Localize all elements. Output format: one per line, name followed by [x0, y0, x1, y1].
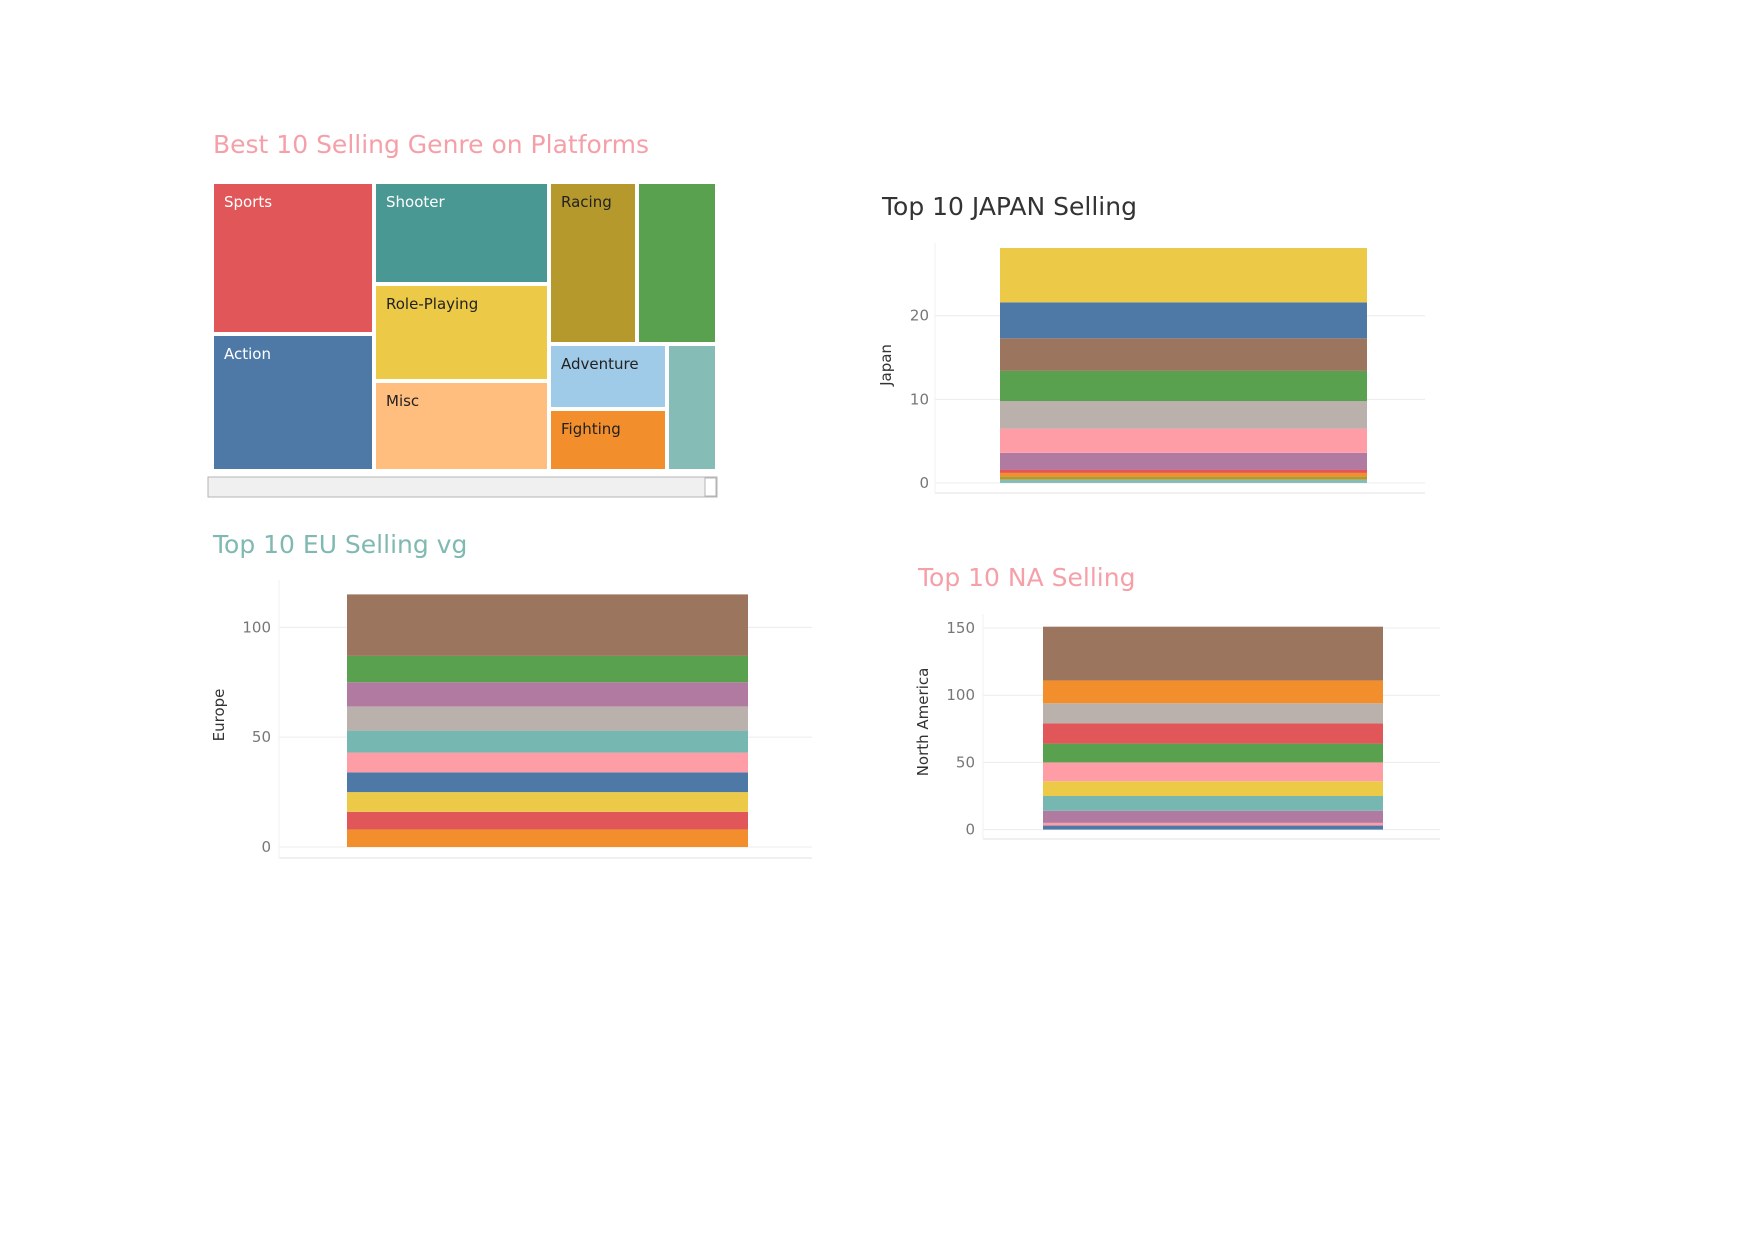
- bar-segment[interactable]: [1043, 822, 1383, 826]
- treemap-label: Racing: [561, 193, 612, 211]
- treemap-label: Sports: [224, 193, 272, 211]
- bar-segment[interactable]: [1000, 370, 1367, 402]
- y-tick-label: 20: [910, 307, 929, 325]
- japan-chart-title: Top 10 JAPAN Selling: [882, 192, 1137, 221]
- bar-segment[interactable]: [1043, 743, 1383, 763]
- y-tick-label: 50: [956, 753, 975, 771]
- treemap-label: Fighting: [561, 420, 621, 438]
- bar-segment[interactable]: [1043, 810, 1383, 823]
- y-axis-title: Europe: [210, 689, 228, 742]
- y-tick-label: 0: [919, 474, 929, 492]
- treemap-label: Misc: [386, 392, 419, 410]
- bar-segment[interactable]: [1043, 626, 1383, 681]
- bar-segment[interactable]: [1043, 796, 1383, 811]
- treemap-tile-sports[interactable]: [213, 183, 373, 333]
- treemap-tile-action[interactable]: [213, 335, 373, 470]
- bar-segment[interactable]: [1000, 428, 1367, 453]
- treemap-tile-role-playing[interactable]: [375, 285, 548, 380]
- bar-segment[interactable]: [1000, 452, 1367, 470]
- scrollbar-thumb[interactable]: [704, 477, 717, 497]
- bar-segment[interactable]: [1043, 781, 1383, 796]
- bar-segment[interactable]: [347, 730, 748, 753]
- treemap-label: Action: [224, 345, 271, 363]
- y-tick-label: 0: [965, 821, 975, 839]
- y-tick-label: 100: [242, 618, 271, 636]
- treemap-horizontal-scrollbar[interactable]: [207, 476, 718, 498]
- bar-segment[interactable]: [1000, 472, 1367, 477]
- bar-segment[interactable]: [1000, 469, 1367, 473]
- na-stacked-bar-chart[interactable]: 0 50 100 150 North America: [910, 610, 1450, 850]
- treemap-label: Role-Playing: [386, 295, 478, 313]
- bar-segment[interactable]: [347, 655, 748, 683]
- bar-segment[interactable]: [1000, 401, 1367, 429]
- bar-segment[interactable]: [347, 829, 748, 848]
- y-tick-label: 10: [910, 390, 929, 408]
- treemap-label: Shooter: [386, 193, 445, 211]
- bar-segment[interactable]: [1043, 703, 1383, 724]
- treemap-label: Adventure: [561, 355, 639, 373]
- treemap-tile-racing[interactable]: [550, 183, 636, 343]
- na-chart-title: Top 10 NA Selling: [918, 563, 1136, 592]
- eu-chart-title: Top 10 EU Selling vg: [213, 530, 468, 559]
- y-tick-label: 100: [946, 686, 975, 704]
- bar-segment[interactable]: [1043, 723, 1383, 744]
- y-axis-title: Japan: [877, 344, 895, 387]
- y-tick-label: 50: [252, 728, 271, 746]
- eu-stacked-bar-chart[interactable]: 0 50 100 Europe: [205, 575, 825, 865]
- y-axis-title: North America: [914, 668, 932, 777]
- bar-segment[interactable]: [1000, 476, 1367, 480]
- treemap-tile-shooter[interactable]: [375, 183, 548, 283]
- treemap-tile-unlabeled-7[interactable]: [668, 345, 716, 470]
- y-tick-label: 150: [946, 619, 975, 637]
- treemap-tile-fighting[interactable]: [550, 410, 666, 470]
- bar-segment[interactable]: [1043, 762, 1383, 782]
- treemap-tile-adventure[interactable]: [550, 345, 666, 408]
- bar-segment[interactable]: [347, 772, 748, 793]
- bar-segment[interactable]: [1000, 338, 1367, 371]
- y-tick-label: 0: [261, 838, 271, 856]
- treemap-chart[interactable]: Sports Shooter Racing Role-Playing Action Adv…: [207, 180, 723, 500]
- bar-segment[interactable]: [1000, 302, 1367, 339]
- bar-segment[interactable]: [347, 792, 748, 812]
- bar-segment[interactable]: [1043, 680, 1383, 704]
- treemap-tile-unlabeled-3[interactable]: [638, 183, 716, 343]
- japan-stacked-bar-chart[interactable]: 0 10 20 Japan: [875, 240, 1435, 500]
- treemap-tile-misc[interactable]: [375, 382, 548, 470]
- bar-segment[interactable]: [347, 811, 748, 830]
- bar-segment[interactable]: [1043, 825, 1383, 830]
- bar-segment[interactable]: [1000, 479, 1367, 483]
- bar-segment[interactable]: [1000, 247, 1367, 303]
- bar-segment[interactable]: [347, 594, 748, 656]
- bar-segment[interactable]: [347, 706, 748, 731]
- bar-segment[interactable]: [347, 682, 748, 707]
- bar-segment[interactable]: [347, 752, 748, 773]
- treemap-title: Best 10 Selling Genre on Platforms: [213, 130, 650, 159]
